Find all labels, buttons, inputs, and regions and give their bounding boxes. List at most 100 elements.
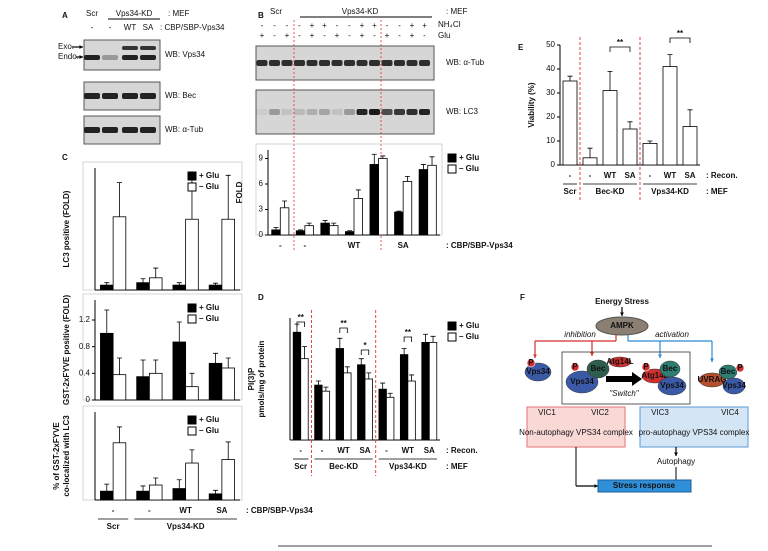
- band: [84, 93, 100, 99]
- label: inhibition: [564, 330, 596, 339]
- bar: [148, 484, 163, 501]
- error-bar: [301, 346, 307, 359]
- bar: [662, 66, 678, 166]
- y-tick-label: 0.4: [79, 368, 91, 377]
- band: [344, 60, 355, 66]
- error-bar: [396, 210, 402, 213]
- x-tick-label: -: [304, 241, 307, 250]
- bar: [407, 380, 416, 441]
- error-bar: [344, 366, 350, 373]
- bar: [208, 493, 223, 501]
- band: [102, 127, 118, 133]
- protein: [722, 377, 746, 395]
- label: Scr: [270, 7, 282, 16]
- error-bar: [213, 282, 219, 286]
- significance: **: [298, 313, 305, 322]
- bar: [292, 331, 302, 441]
- bar: [329, 225, 339, 236]
- y-axis-label: GST-2xFYVE positive (FOLD): [62, 295, 71, 406]
- bar: [136, 282, 150, 291]
- error-bar: [176, 479, 182, 489]
- phospho: [570, 362, 580, 372]
- error-bar: [429, 156, 435, 166]
- bar: [386, 396, 395, 441]
- y-tick-label: 40: [546, 64, 555, 73]
- band: [84, 127, 100, 133]
- label: -: [273, 31, 276, 40]
- error-bar: [366, 372, 372, 379]
- error-bar: [213, 352, 219, 364]
- arrow-head: [533, 354, 537, 358]
- significance: **: [677, 29, 684, 38]
- band: [256, 109, 268, 115]
- label: : MEF: [446, 7, 467, 16]
- error-bar: [225, 174, 231, 220]
- group-label: Vps34-KD: [651, 187, 689, 196]
- band: [381, 109, 393, 115]
- x-tick-label: SA: [684, 171, 695, 180]
- y-tick-label: 10: [546, 136, 555, 145]
- complex-box: [561, 351, 691, 405]
- label: Non-autophagy VPS34 complex: [519, 428, 633, 437]
- bar: [295, 230, 306, 236]
- bar: [100, 332, 114, 401]
- error-bar: [153, 359, 159, 374]
- label: +: [360, 31, 365, 40]
- label: -: [273, 21, 276, 30]
- legend-label: + Glu: [199, 171, 219, 180]
- error-bar: [104, 282, 110, 286]
- x-tick-label: WT: [179, 506, 192, 515]
- legend-swatch: [447, 321, 457, 331]
- band: [140, 127, 156, 133]
- protein-label: Vps34: [722, 381, 746, 390]
- label: -: [261, 21, 264, 30]
- label: SA: [143, 23, 154, 32]
- arrow-head: [710, 358, 714, 362]
- error-bar: [409, 374, 415, 382]
- bar: [622, 128, 638, 166]
- error-bar: [116, 357, 122, 375]
- y-axis-label: LC3 positive (FOLD): [62, 190, 71, 267]
- label: : MEF: [168, 9, 189, 18]
- error-bar: [189, 449, 195, 464]
- significance: **: [617, 38, 624, 47]
- error-bar: [323, 386, 329, 392]
- panel-label: B: [258, 11, 264, 20]
- bar: [100, 284, 114, 291]
- error-bar: [315, 380, 321, 386]
- legend-swatch: [187, 314, 197, 324]
- bar: [304, 225, 314, 236]
- label: Autophagy: [657, 457, 695, 466]
- error-bar: [140, 278, 146, 283]
- y-tick-label: 0.8: [79, 342, 91, 351]
- label: -: [298, 21, 301, 30]
- bar: [208, 284, 223, 291]
- vic-box: [639, 406, 749, 448]
- error-bar: [176, 321, 182, 342]
- row-label: WB: α-Tub: [165, 125, 204, 134]
- bar: [112, 374, 127, 401]
- ampk-node: [595, 316, 649, 336]
- arrow-head: [79, 55, 83, 59]
- bar: [314, 384, 323, 441]
- error-bar: [140, 359, 146, 377]
- axis-note: : CBP/SBP-Vps34: [446, 241, 513, 250]
- label: +: [422, 21, 427, 30]
- group-label: Vps34-KD: [389, 462, 427, 471]
- label: Vps34-KD: [116, 9, 153, 18]
- bar: [136, 490, 150, 501]
- error-bar: [273, 226, 279, 230]
- y-axis-label: pmols/mg of protein: [257, 340, 266, 417]
- significance-bracket: [609, 46, 631, 52]
- x-tick-label: SA: [424, 446, 435, 455]
- bar: [344, 231, 355, 236]
- bar: [343, 372, 352, 441]
- phospho: [735, 363, 745, 373]
- y-tick-label: 6: [259, 179, 264, 188]
- row-label: WB: LC3: [446, 107, 479, 116]
- label: +: [310, 21, 315, 30]
- legend-swatch: [447, 164, 457, 174]
- error-bar: [401, 348, 407, 355]
- label: Exo.: [58, 42, 74, 51]
